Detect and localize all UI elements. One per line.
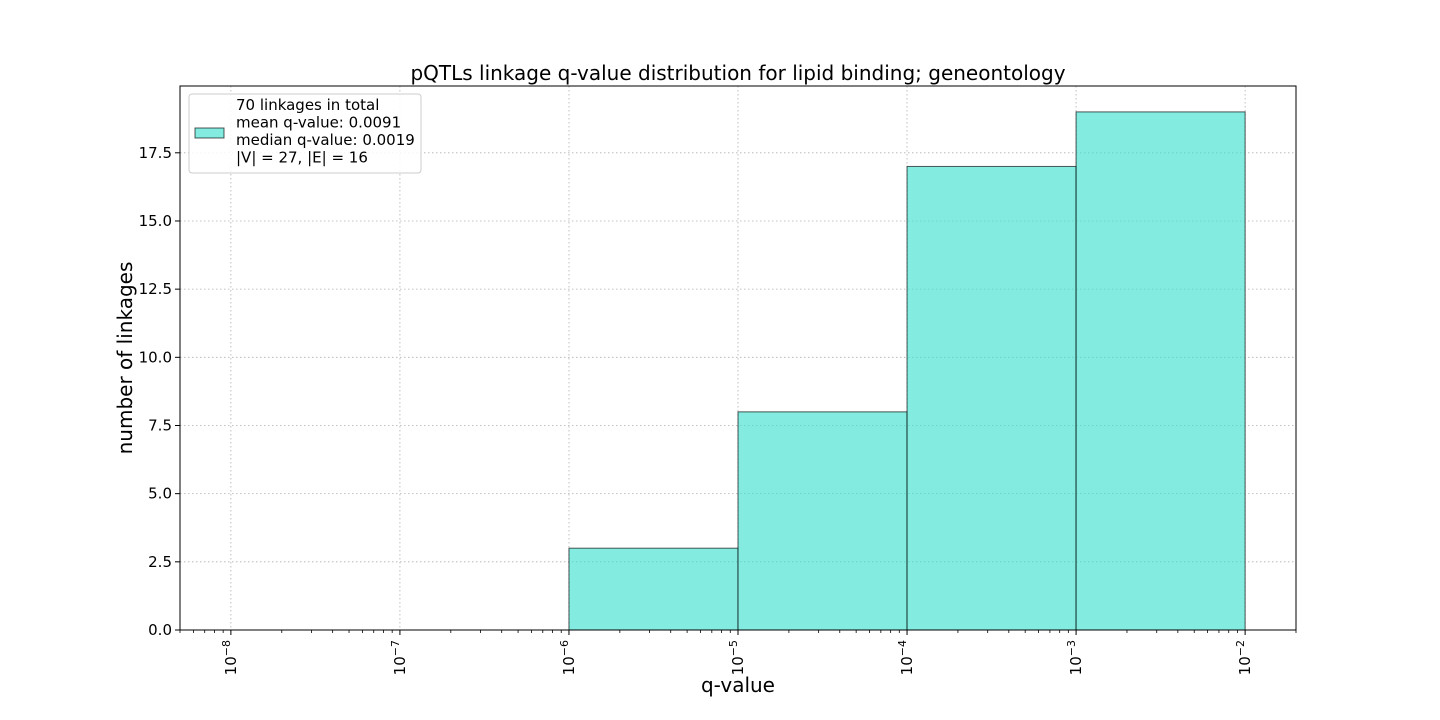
legend-entry-line: mean q-value: 0.0091 bbox=[236, 114, 401, 132]
legend-swatch bbox=[194, 127, 225, 139]
y-tick-label: 5.0 bbox=[148, 485, 172, 503]
legend-entry-line: |V| = 27, |E| = 16 bbox=[236, 149, 368, 167]
x-axis-ticks: 10−8 10−7 10−6 10−5 10−4 10−3 10−2 bbox=[179, 630, 1297, 675]
x-tick-label: 10−7 bbox=[389, 640, 409, 675]
x-tick-label: 10−6 bbox=[558, 640, 578, 675]
svg-text:10−4: 10−4 bbox=[896, 640, 916, 675]
svg-text:10−8: 10−8 bbox=[220, 640, 240, 675]
y-axis-ticks: 0.0 2.5 5.0 7.5 10.0 12.5 15.0 17.5 bbox=[139, 144, 180, 639]
y-tick-label: 17.5 bbox=[139, 144, 172, 162]
histogram-bar bbox=[737, 411, 908, 631]
y-axis-label: number of linkages bbox=[113, 262, 137, 455]
histogram-bars bbox=[568, 111, 1246, 631]
x-tick-label: 10−5 bbox=[727, 640, 747, 675]
legend-entry-line: 70 linkages in total bbox=[236, 96, 379, 114]
x-tick-label: 10−8 bbox=[220, 640, 240, 675]
svg-text:10−3: 10−3 bbox=[1065, 640, 1085, 675]
svg-text:10−5: 10−5 bbox=[727, 640, 747, 675]
histogram-bar bbox=[906, 165, 1077, 631]
y-tick-label: 12.5 bbox=[139, 280, 172, 298]
svg-text:10−2: 10−2 bbox=[1234, 640, 1254, 675]
y-tick-label: 10.0 bbox=[139, 348, 172, 366]
svg-text:10−6: 10−6 bbox=[558, 640, 578, 675]
y-tick-label: 2.5 bbox=[148, 553, 172, 571]
histogram-bar bbox=[1075, 111, 1246, 631]
y-tick-label: 15.0 bbox=[139, 212, 172, 230]
x-tick-label: 10−4 bbox=[896, 640, 916, 675]
chart-title: pQTLs linkage q-value distribution for l… bbox=[410, 61, 1065, 85]
x-tick-label: 10−3 bbox=[1065, 640, 1085, 675]
y-tick-label: 7.5 bbox=[148, 416, 172, 434]
x-tick-label: 10−2 bbox=[1234, 640, 1254, 675]
histogram-bar bbox=[568, 547, 739, 631]
legend-entry-line: median q-value: 0.0019 bbox=[236, 131, 415, 149]
svg-text:10−7: 10−7 bbox=[389, 640, 409, 675]
y-tick-label: 0.0 bbox=[148, 621, 172, 639]
legend-box bbox=[188, 93, 422, 174]
x-axis-label: q-value bbox=[701, 673, 775, 697]
